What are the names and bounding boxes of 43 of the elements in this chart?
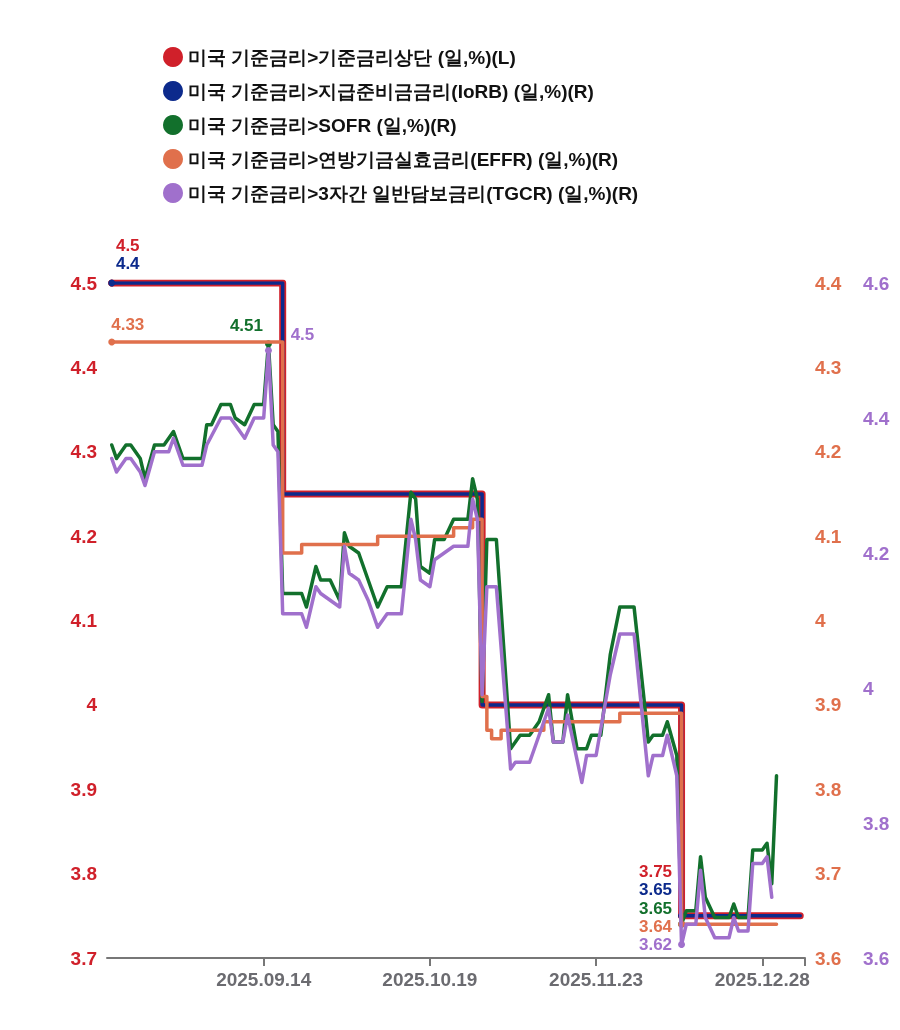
y2-tick-label: 4.2 bbox=[815, 441, 842, 463]
data-label: 3.75 bbox=[638, 862, 673, 882]
y3-tick-label: 3.8 bbox=[863, 812, 890, 834]
x-tick-label: 2025.09.14 bbox=[216, 969, 312, 990]
y-tick-label: 4.3 bbox=[70, 441, 97, 463]
y-tick-label: 3.9 bbox=[70, 778, 97, 800]
legend-label: 미국 기준금리>3자간 일반담보금리(TGCR) (일,%)(R) bbox=[188, 182, 639, 204]
data-label: 3.65 bbox=[638, 898, 673, 918]
y-tick-label: 4.4 bbox=[70, 356, 98, 378]
x-tick-label: 2025.10.19 bbox=[382, 969, 478, 990]
y-tick-label: 4.1 bbox=[70, 610, 98, 631]
data-label: 4.5 bbox=[290, 325, 315, 344]
y2-tick-label: 4.1 bbox=[815, 525, 842, 547]
x-tick-label: 2025.12.28 bbox=[714, 969, 810, 990]
legend-label: 미국 기준금리>SOFR (일,%)(R) bbox=[188, 114, 457, 136]
legend-label: 미국 기준금리>연방기금실효금리(EFFR) (일,%)(R) bbox=[188, 148, 619, 170]
data-label: 3.62 bbox=[638, 935, 673, 954]
y-tick-label: 4.2 bbox=[70, 525, 97, 547]
y-tick-label: 3.8 bbox=[70, 863, 97, 885]
data-label: 4.4 bbox=[115, 253, 141, 273]
y3-tick-label: 4.6 bbox=[863, 272, 890, 294]
y-tick-label: 4 bbox=[86, 694, 98, 716]
y2-tick-label: 4.4 bbox=[815, 272, 842, 294]
y2-tick-label: 3.7 bbox=[815, 863, 842, 885]
y3-tick-label: 4.2 bbox=[863, 542, 890, 564]
data-label: 4.33 bbox=[111, 314, 145, 334]
data-label: 4.51 bbox=[229, 316, 263, 336]
legend-label: 미국 기준금리>기준금리상단 (일,%)(L) bbox=[188, 46, 516, 68]
y2-tick-label: 4 bbox=[815, 610, 826, 631]
legend-label: 미국 기준금리>지급준비금금리(IoRB) (일,%)(R) bbox=[188, 80, 594, 102]
y2-tick-label: 4.3 bbox=[815, 356, 842, 378]
y-tick-label: 3.7 bbox=[70, 947, 97, 969]
y2-tick-label: 3.6 bbox=[815, 947, 842, 969]
data-label: 3.64 bbox=[638, 916, 673, 936]
y-tick-label: 4.5 bbox=[70, 272, 98, 294]
y3-tick-label: 4.4 bbox=[863, 407, 890, 429]
y2-tick-label: 3.8 bbox=[815, 778, 842, 800]
y3-tick-label: 3.6 bbox=[863, 947, 890, 969]
data-label: 3.65 bbox=[638, 880, 673, 900]
x-tick-label: 2025.11.23 bbox=[549, 969, 644, 990]
data-label: 4.5 bbox=[115, 235, 140, 255]
y3-tick-label: 4 bbox=[863, 677, 874, 699]
y2-tick-label: 3.9 bbox=[815, 694, 842, 716]
